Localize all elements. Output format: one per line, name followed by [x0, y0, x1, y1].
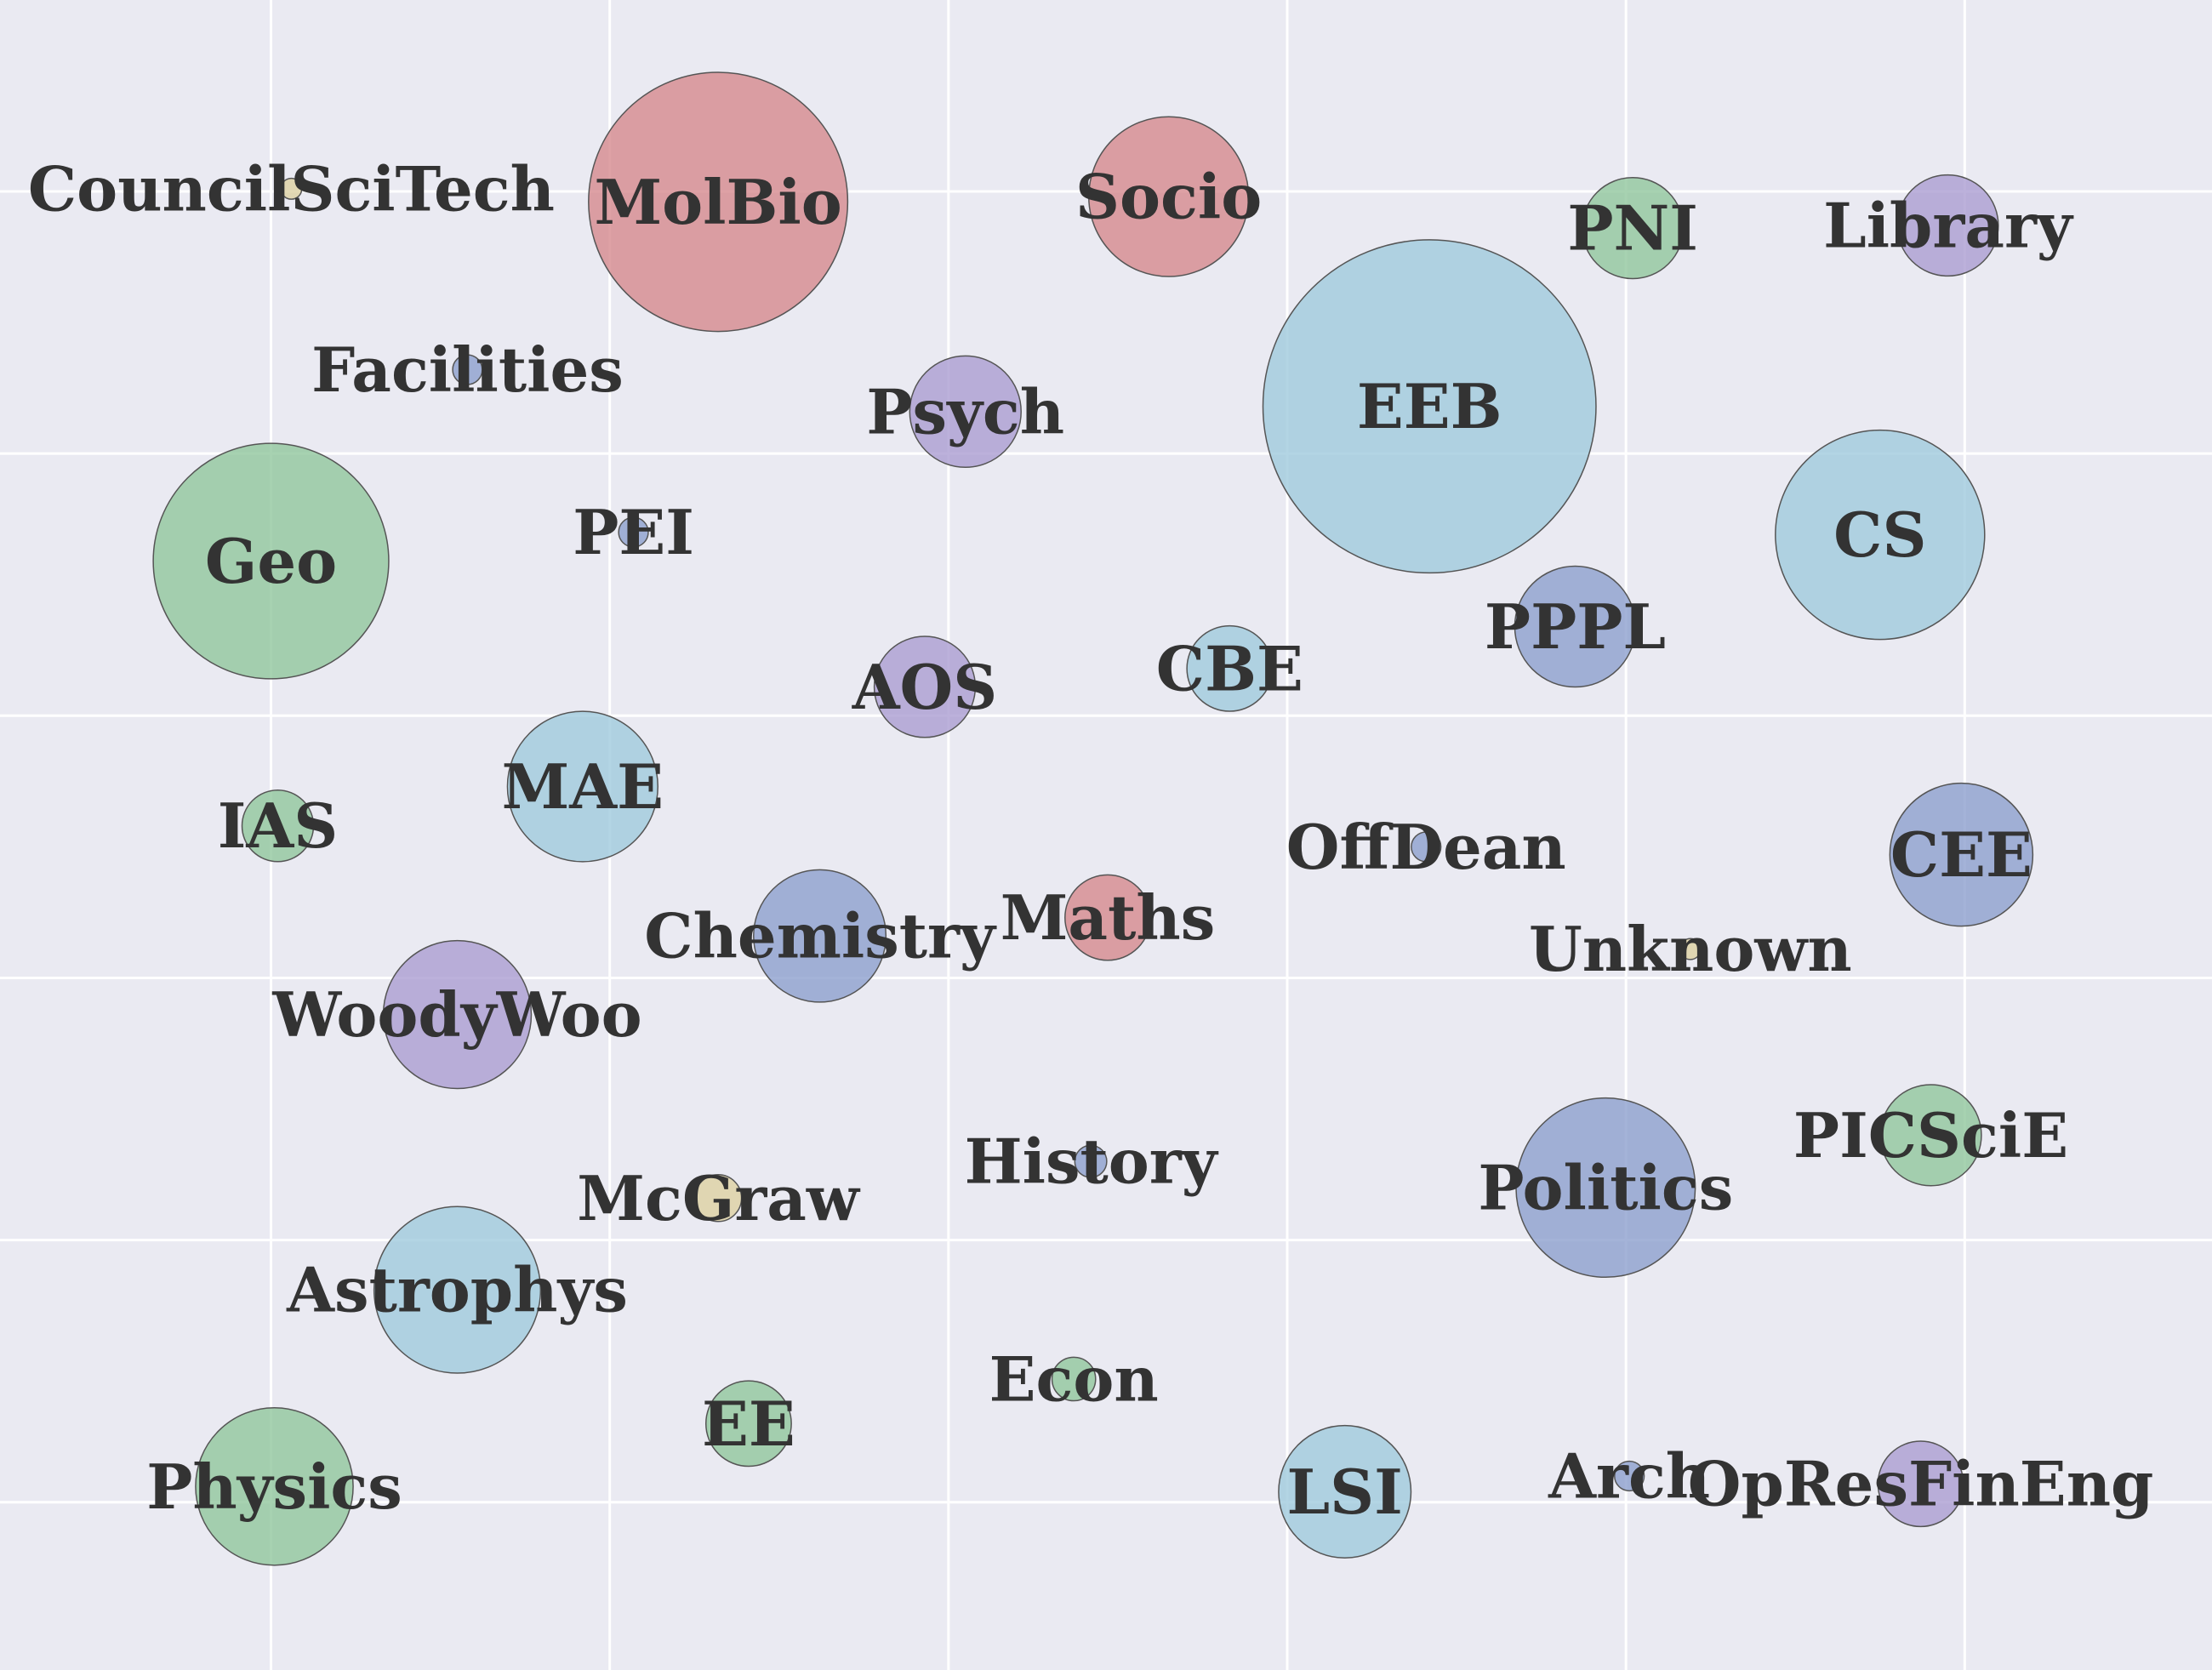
bubble-label-woodywoo: WoodyWoo [271, 978, 641, 1051]
bubble-aos [873, 636, 977, 738]
bubble-ias [241, 789, 315, 863]
bubble-mcgraw [693, 1174, 743, 1223]
bubble-politics [1515, 1097, 1696, 1279]
bubble-picscie [1879, 1084, 1982, 1187]
bubble-opresfineng [1877, 1440, 1964, 1528]
bubble-label-cbe: CBE [1156, 632, 1303, 704]
bubble-label-ee: EE [702, 1388, 795, 1460]
bubble-astrophys [373, 1205, 542, 1374]
bubble-label-physics: Physics [146, 1451, 402, 1523]
bubble-woodywoo [382, 939, 533, 1090]
bubble-label-pppl: PPPL [1485, 590, 1666, 663]
bubble-label-socio: Socio [1075, 161, 1262, 233]
bubble-history [1074, 1144, 1108, 1178]
bubble-pppl [1514, 565, 1637, 688]
bubble-label-mcgraw: McGraw [577, 1162, 861, 1234]
bubble-label-unknown: Unknown [1529, 913, 1852, 985]
bubble-label-picscie: PICSciE [1793, 1099, 2068, 1171]
bubble-lsi [1278, 1424, 1412, 1559]
bubble-cee [1889, 782, 2034, 927]
bubble-label-psych: Psych [866, 375, 1064, 447]
bubble-label-cs: CS [1833, 499, 1926, 571]
bubble-label-astrophys: Astrophys [286, 1254, 628, 1326]
bubble-psych [909, 355, 1022, 469]
bubble-cs [1775, 429, 1986, 641]
bubble-molbio [588, 71, 849, 333]
bubble-label-eeb: EEB [1357, 370, 1502, 442]
bubble-label-opresfineng: OpResFinEng [1688, 1448, 2154, 1520]
bubble-label-facilities: Facilities [311, 333, 624, 406]
bubble-library [1896, 174, 1999, 277]
bubble-label-chemistry: Chemistry [644, 900, 997, 972]
bubble-arch [1614, 1460, 1645, 1492]
bubble-label-ias: IAS [218, 789, 339, 862]
bubble-label-maths: Maths [1001, 881, 1216, 954]
bubble-pei [618, 516, 649, 548]
bubble-chemistry [753, 869, 887, 1003]
bubble-geo [152, 442, 390, 680]
bubble-councilscitech [280, 177, 303, 200]
bubble-label-history: History [965, 1126, 1219, 1198]
bubble-econ [1051, 1356, 1097, 1402]
bubble-offdean [1411, 831, 1442, 863]
bubble-label-molbio: MolBio [594, 166, 841, 238]
bubble-label-offdean: OffDean [1286, 811, 1566, 883]
bubble-eeb [1262, 239, 1597, 574]
bubble-label-councilscitech: CouncilSciTech [28, 152, 555, 225]
bubble-label-pei: PEI [573, 496, 694, 568]
bubble-mae [506, 710, 658, 863]
bubble-label-econ: Econ [989, 1342, 1159, 1415]
bubble-label-aos: AOS [852, 651, 998, 723]
bubble-socio [1087, 116, 1250, 277]
bubble-ee [704, 1380, 792, 1468]
bubbles [152, 71, 2034, 1566]
bubble-label-geo: Geo [205, 525, 337, 597]
bubble-label-library: Library [1823, 190, 2074, 262]
bubble-label-mae: MAE [502, 750, 664, 823]
bubble-labels: CouncilSciTech MolBio Socio PNI Library Facil… [28, 152, 2154, 1528]
bubble-label-arch: Arch [1548, 1439, 1710, 1512]
bubble-pni [1581, 176, 1685, 280]
bubble-label-lsi: LSI [1287, 1456, 1403, 1528]
bubble-physics [195, 1406, 354, 1566]
bubble-cbe [1186, 624, 1274, 712]
bubble-maths [1064, 874, 1151, 961]
bubble-label-politics: Politics [1478, 1151, 1733, 1223]
bubble-label-pni: PNI [1567, 192, 1698, 265]
bubble-unknown [1679, 938, 1702, 960]
bubble-label-cee: CEE [1890, 818, 2032, 891]
bubble-facilities [452, 354, 483, 385]
